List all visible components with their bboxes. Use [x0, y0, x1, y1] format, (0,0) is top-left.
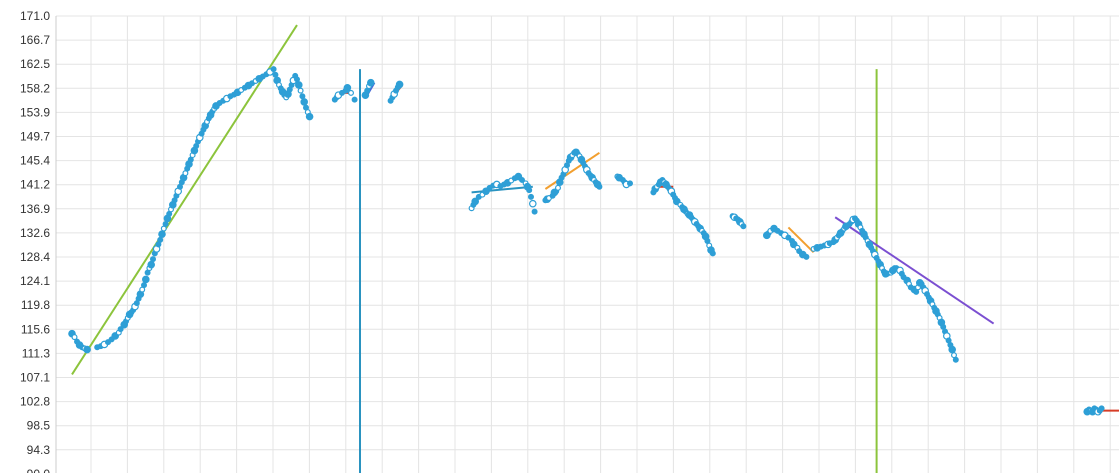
data-point: [158, 230, 166, 239]
y-tick-label: 111.3: [22, 346, 51, 360]
data-point: [1098, 405, 1105, 412]
y-axis: 171.0 166.7 162.5 158.2 153.9 149.7 145.4 141.2…: [20, 9, 50, 473]
data-point: [395, 80, 404, 89]
data-point: [147, 260, 156, 269]
data-point: [554, 184, 561, 191]
data-point: [527, 193, 534, 200]
data-point: [305, 112, 314, 121]
y-tick-label: 132.6: [20, 226, 50, 240]
y-tick-label: 115.6: [21, 322, 50, 336]
y-tick-label: 94.3: [27, 443, 51, 457]
y-tick-label: 102.8: [20, 395, 50, 409]
data-point: [351, 96, 358, 103]
data-point: [531, 208, 538, 215]
data-point: [952, 356, 959, 363]
y-tick-label: 136.9: [20, 202, 50, 216]
trend-line: [71, 24, 298, 375]
data-point: [71, 334, 78, 341]
data-point: [299, 93, 306, 100]
data-point: [142, 275, 150, 284]
data-point: [343, 83, 352, 92]
data-point: [157, 236, 164, 243]
data-point: [366, 78, 375, 87]
y-tick-label: 119.8: [21, 298, 50, 312]
data-point: [740, 223, 747, 230]
data-point: [270, 66, 277, 73]
data-point: [117, 326, 124, 333]
y-tick-label: 98.5: [27, 419, 51, 433]
vertical-lines: [359, 69, 878, 473]
y-tick-label: 124.1: [20, 274, 50, 288]
trend-line: [787, 226, 815, 254]
data-point: [294, 81, 303, 89]
data-point: [626, 180, 633, 187]
data-point: [948, 345, 957, 354]
data-point: [709, 250, 716, 257]
data-point: [518, 176, 525, 183]
data-point: [526, 187, 533, 194]
data-point: [528, 199, 537, 208]
y-tick-label: 90.0: [27, 467, 51, 473]
data-point: [141, 282, 148, 289]
data-point: [150, 256, 157, 263]
data-point: [297, 87, 304, 94]
y-tick-label: 158.2: [20, 81, 50, 95]
data-point: [785, 234, 792, 241]
y-tick-label: 128.4: [20, 250, 50, 264]
y-tick-label: 166.7: [20, 33, 50, 47]
y-tick-label: 149.7: [20, 130, 50, 144]
data-point: [83, 345, 91, 354]
data-point: [300, 98, 309, 106]
y-tick-label: 153.9: [20, 105, 50, 119]
data-point: [596, 183, 603, 190]
data-point: [348, 89, 355, 96]
trend-lines: [71, 24, 1119, 412]
data-point: [803, 253, 810, 260]
y-tick-label: 162.5: [20, 57, 50, 71]
grid: [55, 15, 1119, 473]
data-point: [272, 71, 279, 78]
trend-line: [471, 185, 533, 194]
data-point: [162, 221, 169, 228]
data-points: [68, 66, 1105, 416]
y-tick-label: 141.2: [20, 178, 50, 192]
y-tick-label: 107.1: [20, 371, 50, 385]
y-tick-label: 171.0: [20, 9, 50, 23]
data-point: [294, 76, 301, 83]
data-point: [471, 197, 480, 206]
trend-line: [544, 151, 600, 190]
y-tick-label: 145.4: [20, 154, 50, 168]
